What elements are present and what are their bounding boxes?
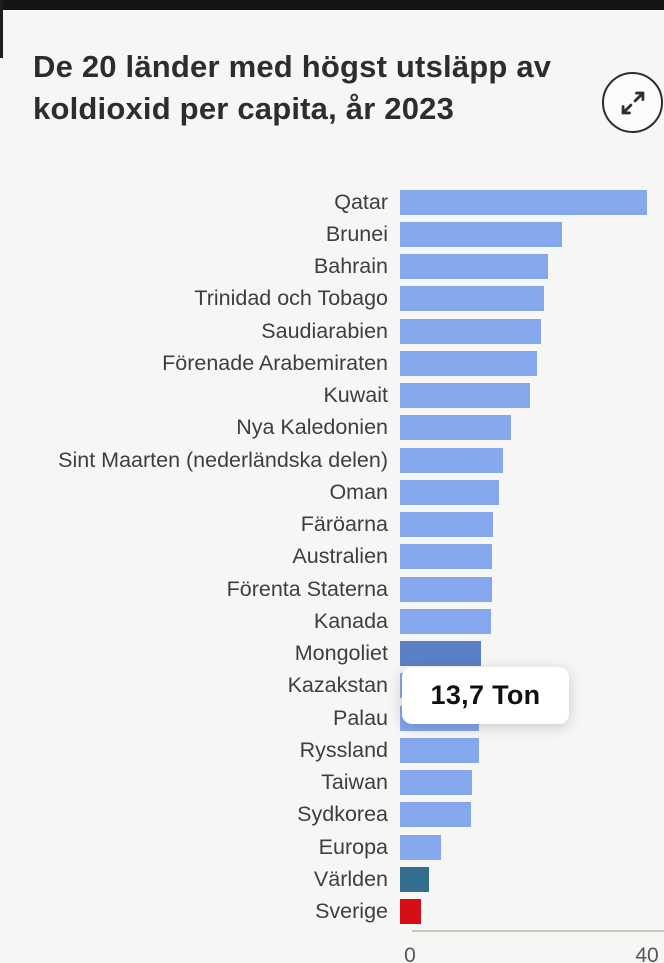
category-label: Förenade Arabemiraten (162, 350, 388, 375)
category-label: Nya Kaledonien (236, 415, 388, 440)
category-label: Bahrain (313, 254, 388, 279)
category-label: Palau (333, 705, 388, 730)
bar-row: Nya Kaledonien (0, 412, 664, 444)
category-label: Oman (329, 479, 388, 504)
top-black-strip (0, 0, 664, 10)
bar[interactable] (400, 544, 493, 570)
bar-row: Färöarna (0, 509, 664, 541)
bar-row: Brunei (0, 218, 664, 250)
category-label: Taiwan (321, 770, 388, 795)
bar[interactable] (400, 189, 647, 215)
bar-row: Förenta Staterna (0, 573, 664, 605)
category-label: Europa (318, 834, 388, 859)
category-label: Mongoliet (294, 641, 388, 666)
bar[interactable] (400, 512, 493, 538)
tooltip-value: 13,7 Ton (430, 680, 541, 710)
page-title: De 20 länder med högst utsläpp av koldio… (33, 46, 633, 130)
bar[interactable] (400, 447, 503, 473)
bar[interactable] (400, 770, 472, 796)
bar[interactable] (400, 383, 530, 409)
category-label: Australien (292, 544, 388, 569)
bar-row: Europa (0, 831, 664, 863)
category-label: Förenta Staterna (226, 576, 388, 601)
bar-row: Sverige (0, 896, 664, 928)
bar[interactable] (400, 608, 491, 634)
category-label: Brunei (325, 221, 388, 246)
bar-row: Oman (0, 476, 664, 508)
x-axis-tick-min: 0 (404, 944, 416, 963)
category-label: Sint Maarten (nederländska delen) (58, 447, 388, 472)
category-label: Världen (313, 866, 388, 891)
bar[interactable] (400, 866, 429, 892)
bar-row: Kuwait (0, 380, 664, 412)
bar-row: Världen (0, 863, 664, 895)
expand-arrows-icon (616, 86, 650, 120)
bar-row: Taiwan (0, 767, 664, 799)
bar[interactable] (400, 899, 422, 925)
bar-rows: Qatar Brunei Bahrain Trinidad och Tobago Sau… (0, 186, 664, 928)
category-label: Saudiarabien (261, 318, 388, 343)
bar-row: Trinidad och Tobago (0, 283, 664, 315)
bar-row: Australien (0, 541, 664, 573)
bar-row: Förenade Arabemiraten (0, 347, 664, 379)
bar-row: Ryssland (0, 734, 664, 766)
bar[interactable] (400, 221, 562, 247)
bar[interactable] (400, 479, 499, 505)
bar-row: Kanada (0, 605, 664, 637)
bar[interactable] (400, 737, 479, 763)
bar[interactable] (400, 641, 481, 667)
bar[interactable] (400, 318, 541, 344)
page-title-line1: De 20 länder med högst utsläpp av (33, 49, 552, 84)
bar[interactable] (400, 834, 442, 860)
bar[interactable] (400, 350, 537, 376)
left-edge-mark (0, 0, 3, 58)
category-label: Qatar (334, 189, 388, 214)
bar[interactable] (400, 415, 511, 441)
category-label: Sverige (315, 899, 388, 924)
page-title-line2: koldioxid per capita, år 2023 (33, 91, 455, 126)
x-axis-line (412, 930, 664, 932)
bar[interactable] (400, 286, 544, 312)
bar[interactable] (400, 802, 471, 828)
x-axis-tick-max: 40 (635, 944, 659, 963)
bar-row: Saudiarabien (0, 315, 664, 347)
bar-row: Bahrain (0, 251, 664, 283)
bar-chart: Qatar Brunei Bahrain Trinidad och Tobago Sau… (0, 186, 664, 928)
bar[interactable] (400, 254, 548, 280)
category-label: Färöarna (300, 512, 388, 537)
bar-row: Qatar (0, 186, 664, 218)
bar-row: Sint Maarten (nederländska delen) (0, 444, 664, 476)
category-label: Kazakstan (287, 673, 388, 698)
category-label: Ryssland (299, 737, 388, 762)
category-label: Trinidad och Tobago (194, 286, 388, 311)
category-label: Sydkorea (297, 802, 388, 827)
value-tooltip: 13,7 Ton (402, 667, 569, 724)
bar[interactable] (400, 576, 493, 602)
category-label: Kanada (313, 608, 388, 633)
bar-row: Mongoliet (0, 638, 664, 670)
expand-button[interactable] (602, 72, 663, 133)
bar-row: Sydkorea (0, 799, 664, 831)
category-label: Kuwait (323, 383, 388, 408)
